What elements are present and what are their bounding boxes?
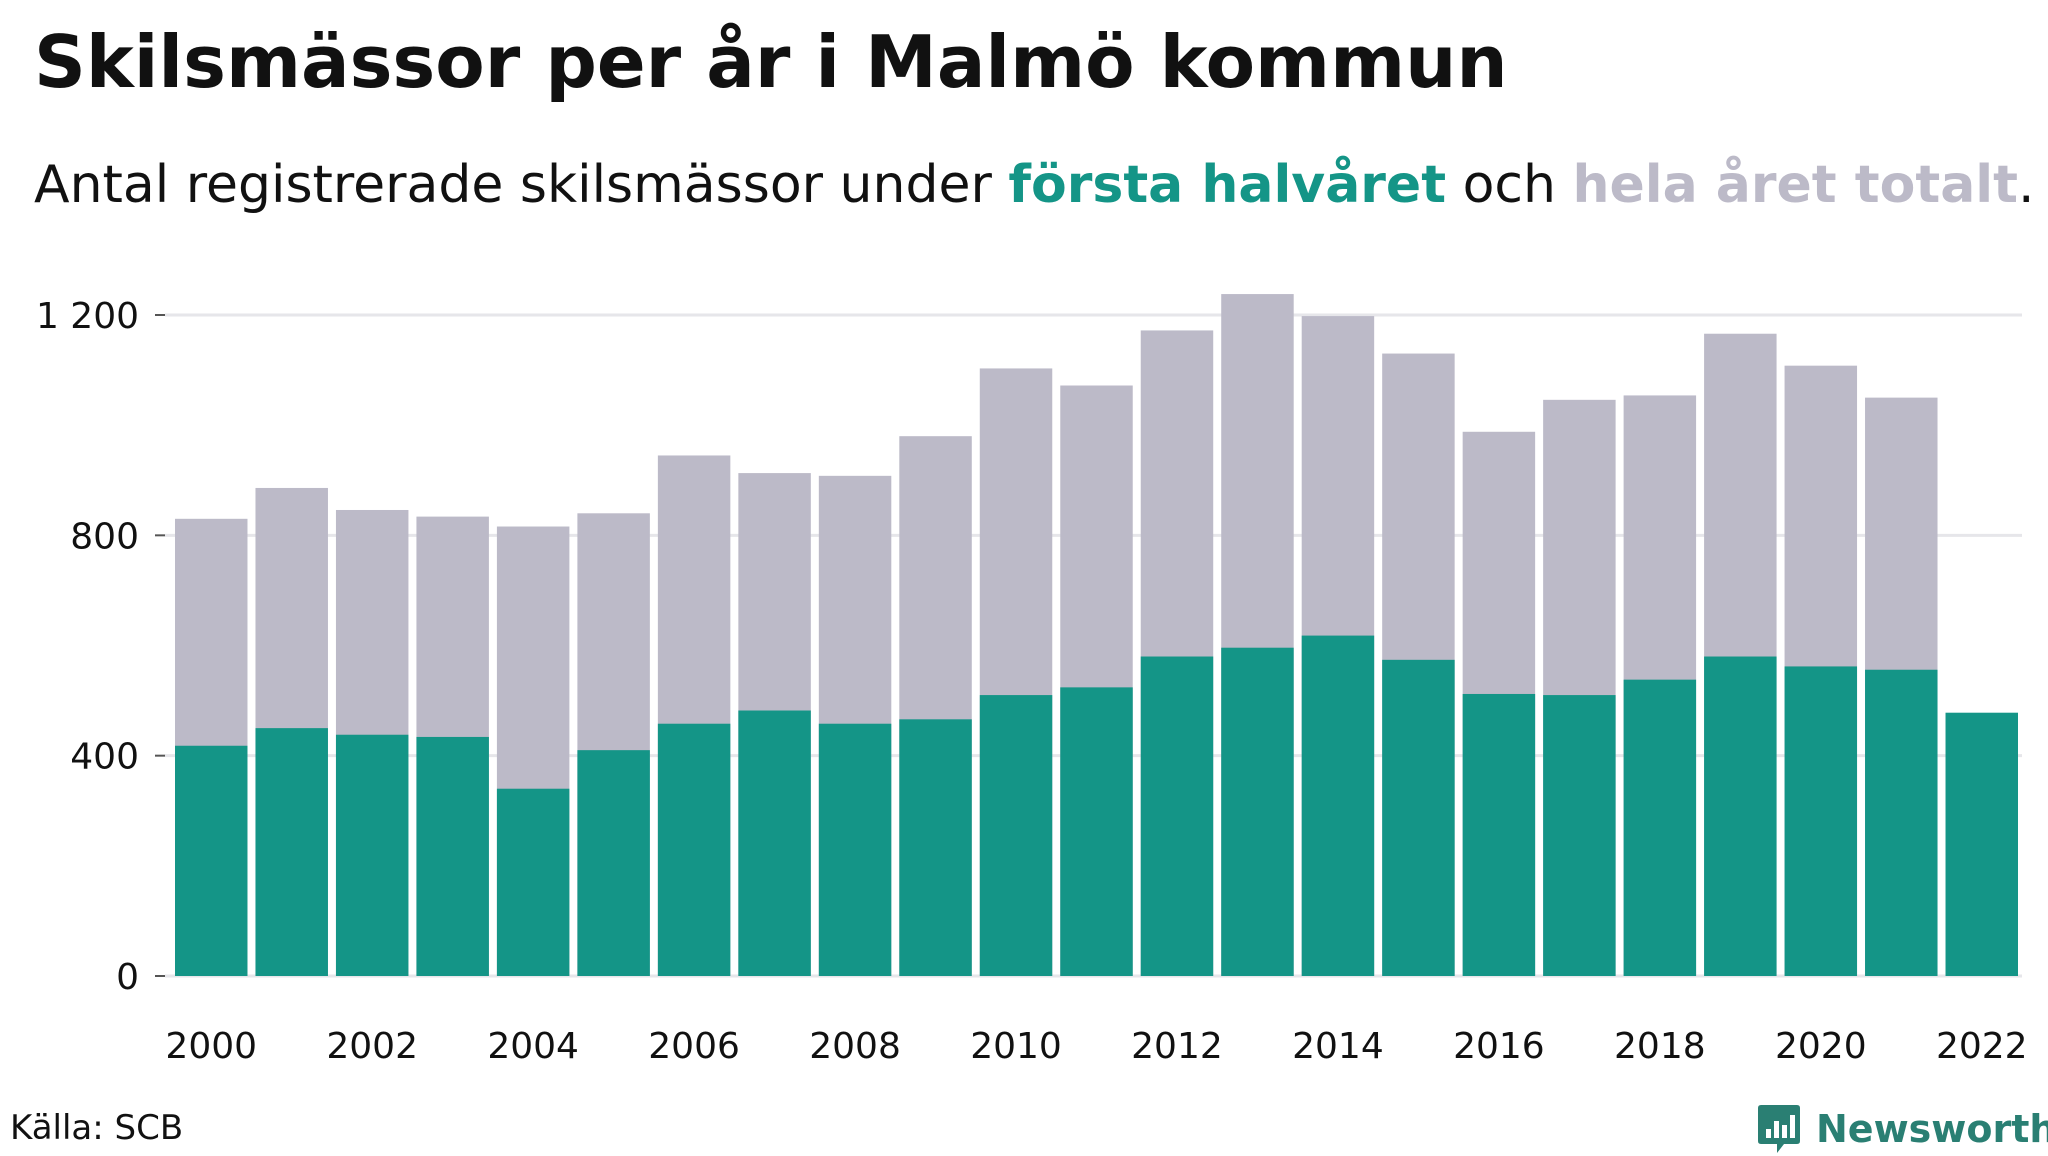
bar-first-half-2008	[818, 723, 892, 976]
x-tick-label: 2022	[1936, 1026, 2028, 1067]
subtitle-middle: och	[1446, 155, 1573, 215]
x-tick-label: 2012	[1131, 1026, 1223, 1067]
bars-first-half	[175, 635, 2018, 976]
y-tick-label: 1 200	[36, 296, 139, 337]
y-axis: 0 400 800 1 200	[36, 296, 165, 998]
x-tick-label: 2020	[1775, 1026, 1867, 1067]
bar-first-half-2020	[1784, 666, 1858, 976]
source-note: Källa: SCB	[10, 1108, 184, 1148]
bar-first-half-2000	[175, 745, 248, 976]
bar-first-half-2012	[1140, 656, 1214, 976]
y-tick-label: 400	[70, 737, 139, 778]
x-axis: 2000 2002 2004 2006 2008 2010 2012 2014 2016 2018…	[165, 1026, 2027, 1067]
x-tick-label: 2016	[1453, 1026, 1545, 1067]
newsworthy-icon	[1758, 1105, 1800, 1153]
bar-first-half-2003	[416, 736, 489, 976]
subtitle-suffix: .	[2017, 155, 2035, 215]
bar-first-half-2002	[335, 734, 409, 976]
x-tick-label: 2018	[1614, 1026, 1706, 1067]
bar-first-half-2016	[1462, 693, 1536, 976]
bar-first-half-2018	[1623, 679, 1697, 976]
chart-subtitle: Antal registrerade skilsmässor under för…	[34, 155, 2035, 215]
newsworthy-logo: Newsworthy	[1756, 1102, 2048, 1156]
bar-first-half-2009	[899, 719, 972, 976]
x-tick-label: 2000	[165, 1026, 257, 1067]
bar-first-half-2014	[1301, 635, 1375, 976]
x-tick-label: 2008	[809, 1026, 901, 1067]
bar-first-half-2011	[1060, 687, 1133, 976]
bar-chart: 0 400 800 1 200 2000 2002 2004 2006 2008 2010 201…	[36, 294, 2028, 1067]
bar-first-half-2005	[577, 750, 650, 976]
x-tick-label: 2014	[1292, 1026, 1384, 1067]
bar-first-half-2019	[1704, 656, 1777, 976]
brand-name: Newsworthy	[1816, 1107, 2048, 1151]
y-tick-label: 0	[116, 957, 139, 998]
bar-first-half-2001	[255, 728, 328, 976]
bar-first-half-2013	[1221, 647, 1294, 976]
bar-first-half-2015	[1382, 659, 1455, 976]
x-tick-label: 2010	[970, 1026, 1062, 1067]
x-tick-label: 2006	[648, 1026, 740, 1067]
bar-first-half-2010	[979, 695, 1053, 976]
bar-first-half-2017	[1543, 695, 1616, 976]
y-tick-label: 800	[70, 516, 139, 557]
bar-first-half-2004	[496, 788, 570, 976]
bar-first-half-2022	[1945, 712, 2018, 976]
x-tick-label: 2002	[326, 1026, 418, 1067]
legend-first-half: första halvåret	[1008, 155, 1447, 215]
chart-title: Skilsmässor per år i Malmö kommun	[34, 20, 1508, 104]
x-tick-label: 2004	[487, 1026, 579, 1067]
bar-first-half-2006	[657, 723, 731, 976]
legend-full-year: hela året totalt	[1572, 155, 2018, 215]
subtitle-prefix: Antal registrerade skilsmässor under	[34, 155, 1009, 215]
bar-first-half-2021	[1865, 669, 1938, 976]
bar-first-half-2007	[738, 710, 811, 976]
